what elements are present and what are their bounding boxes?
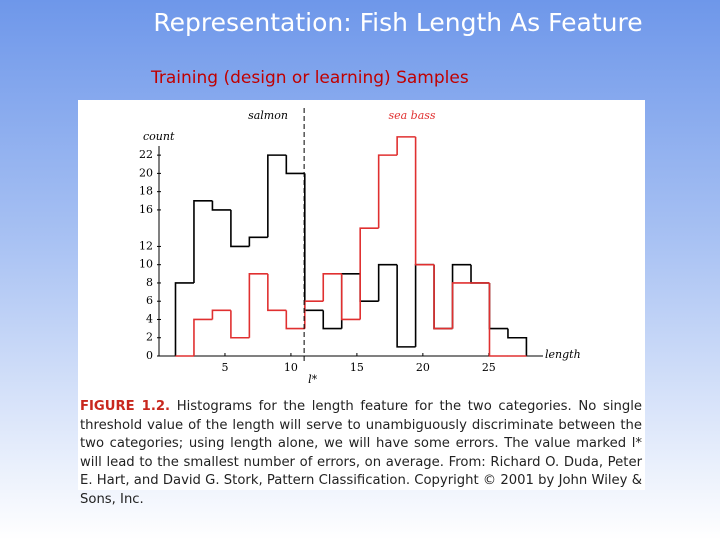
x-tick-label: 25 bbox=[482, 361, 496, 374]
histogram-step bbox=[267, 273, 287, 312]
histogram-step bbox=[211, 309, 231, 320]
histogram-step bbox=[193, 199, 213, 283]
histogram-step bbox=[267, 154, 287, 238]
histogram-step bbox=[359, 227, 379, 320]
legend-label: sea bass bbox=[388, 109, 435, 122]
histogram-step bbox=[248, 236, 268, 247]
histogram-step bbox=[433, 264, 453, 330]
caption: FIGURE 1.2. Histograms for the length fe… bbox=[80, 398, 642, 509]
y-tick-label: 0 bbox=[146, 349, 153, 362]
histogram-step bbox=[470, 264, 490, 284]
histogram-step bbox=[377, 154, 398, 229]
histogram-step bbox=[211, 200, 231, 211]
y-tick-label: 16 bbox=[139, 203, 153, 216]
histogram-step bbox=[322, 273, 342, 302]
y-tick-label: 12 bbox=[139, 239, 153, 252]
x-tick-label: 5 bbox=[221, 361, 228, 374]
x-tick-label: 20 bbox=[416, 361, 430, 374]
histogram-step bbox=[433, 264, 453, 330]
caption-text: Histograms for the length feature for th… bbox=[80, 399, 642, 507]
histogram-step bbox=[451, 263, 472, 329]
histogram-step bbox=[396, 136, 416, 156]
y-tick-label: 22 bbox=[139, 148, 153, 161]
slide-subtitle: Training (design or learning) Samples bbox=[151, 68, 469, 88]
histogram-step bbox=[507, 328, 528, 356]
histogram-step bbox=[174, 282, 194, 356]
histogram-step bbox=[359, 273, 379, 303]
y-tick-label: 2 bbox=[146, 331, 153, 344]
histogram-step bbox=[303, 173, 324, 312]
x-tick-label: 10 bbox=[284, 361, 298, 374]
histogram-step bbox=[303, 300, 324, 329]
histogram-step bbox=[248, 273, 268, 338]
y-tick-label: 8 bbox=[146, 276, 153, 289]
histogram-step bbox=[285, 155, 305, 175]
x-axis-label: length bbox=[545, 348, 581, 361]
histogram-step bbox=[396, 264, 416, 348]
x-tick-label: 15 bbox=[350, 361, 364, 374]
chart: count length 0 2 4 6 8 10 12 16 18 20 22 5 10 15 20 25 sal… bbox=[139, 108, 581, 386]
histogram-step bbox=[285, 310, 305, 330]
y-tick-label: 18 bbox=[139, 185, 153, 198]
histogram-step bbox=[488, 282, 508, 330]
figure: count length 0 2 4 6 8 10 12 16 18 20 22 5 10 15 20 25 sal… bbox=[78, 100, 645, 507]
histogram-step bbox=[340, 273, 361, 321]
y-axis-label: count bbox=[143, 130, 175, 143]
slide-title: Representation: Fish Length As Feature bbox=[153, 8, 643, 37]
histogram-step bbox=[414, 136, 435, 266]
legend-label: salmon bbox=[248, 109, 288, 122]
histogram-step bbox=[230, 209, 250, 248]
caption-label: FIGURE 1.2. bbox=[80, 399, 171, 414]
histogram-step bbox=[322, 310, 342, 330]
y-tick-label: 20 bbox=[139, 166, 153, 179]
histogram-step bbox=[451, 282, 472, 329]
y-tick-label: 10 bbox=[139, 258, 153, 271]
y-tick-label: 6 bbox=[146, 294, 153, 307]
histogram-step bbox=[230, 310, 250, 339]
histogram-step bbox=[377, 263, 398, 302]
y-tick-label: 4 bbox=[146, 312, 153, 325]
threshold-label: l* bbox=[308, 373, 318, 386]
histogram-step bbox=[488, 282, 508, 357]
histogram-step bbox=[193, 318, 213, 356]
histogram-step bbox=[340, 273, 361, 329]
histogram-step bbox=[414, 263, 435, 347]
